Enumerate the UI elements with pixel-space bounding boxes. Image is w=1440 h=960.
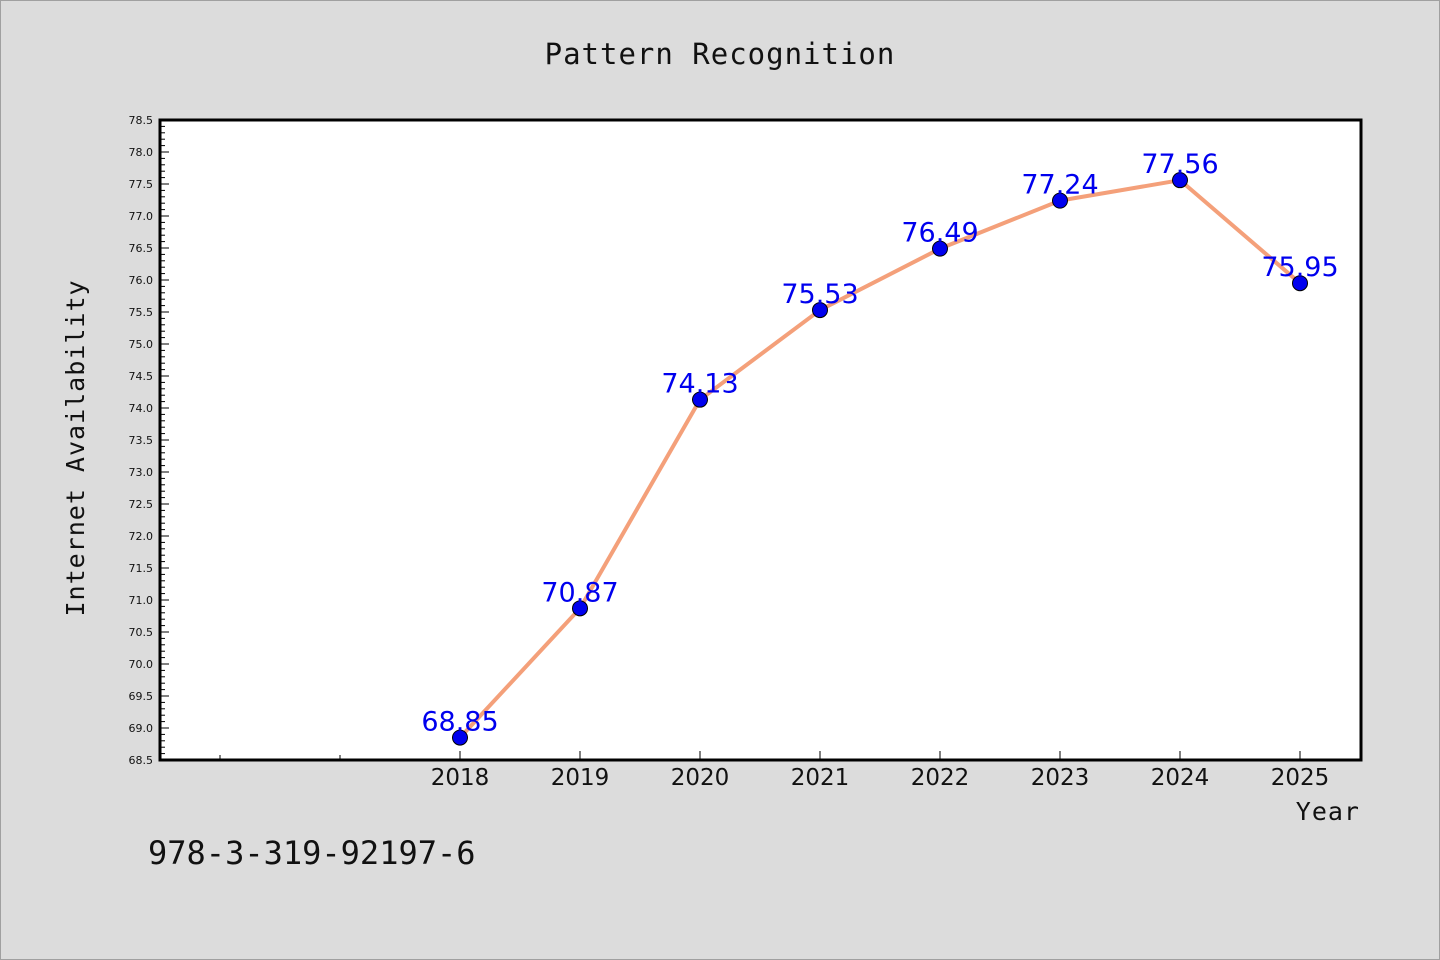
isbn-text: 978-3-319-92197-6 <box>148 834 476 872</box>
x-tick-label: 2024 <box>1151 765 1210 791</box>
chart-title: Pattern Recognition <box>545 37 896 71</box>
data-point <box>572 600 588 617</box>
data-label: 74.13 <box>661 369 738 400</box>
x-tick-label: 2019 <box>551 765 610 791</box>
y-tick-label: 72.0 <box>129 530 154 543</box>
x-tick-label: 2018 <box>431 765 490 791</box>
data-point <box>692 391 708 408</box>
series: 68.85 70.87 74.13 75.53 76.49 77.24 77.56 75.95 <box>421 149 1339 746</box>
data-label: 75.95 <box>1261 252 1338 283</box>
y-tick-label: 70.0 <box>129 658 154 671</box>
series-line <box>458 178 1302 739</box>
y-axis-label: Internet Availability <box>61 279 90 616</box>
y-tick-label: 75.5 <box>129 306 154 319</box>
data-point <box>932 240 948 257</box>
y-tick-label: 73.5 <box>129 434 154 447</box>
y-axis: 68.5 69.0 69.5 70.0 70.5 71.0 71.5 72.0 72.5 73.0… <box>129 114 169 767</box>
data-label: 75.53 <box>781 279 858 310</box>
data-label: 76.49 <box>901 218 978 249</box>
y-tick-label: 71.0 <box>129 594 154 607</box>
x-tick-label: 2025 <box>1271 765 1330 791</box>
y-tick-label: 70.5 <box>129 626 154 639</box>
x-tick-label: 2022 <box>911 765 970 791</box>
x-axis: 2018 2019 2020 2021 2022 2023 2024 2025 <box>219 751 1330 791</box>
x-tick-label: 2021 <box>791 765 850 791</box>
y-tick-label: 78.0 <box>129 146 154 159</box>
y-tick-label: 77.5 <box>129 178 154 191</box>
y-tick-label: 74.0 <box>129 402 154 415</box>
y-tick-label: 73.0 <box>129 466 154 479</box>
y-tick-label: 77.0 <box>129 210 154 223</box>
y-tick-label: 71.5 <box>129 562 154 575</box>
data-label: 70.87 <box>541 577 618 608</box>
data-point <box>452 729 468 746</box>
x-tick-label: 2023 <box>1031 765 1090 791</box>
y-tick-label: 78.5 <box>129 114 154 127</box>
y-tick-label: 76.0 <box>129 274 154 287</box>
data-point <box>1052 192 1068 209</box>
data-label: 77.56 <box>1141 149 1218 180</box>
x-tick-label: 2020 <box>671 765 730 791</box>
y-tick-label: 74.5 <box>129 370 154 383</box>
data-label: 68.85 <box>421 707 498 738</box>
y-tick-label: 69.5 <box>129 690 154 703</box>
data-point <box>812 302 828 319</box>
y-tick-label: 72.5 <box>129 498 154 511</box>
x-axis-label: Year <box>1296 797 1360 826</box>
y-tick-label: 68.5 <box>129 754 154 767</box>
data-label: 77.24 <box>1021 170 1098 201</box>
y-tick-label: 75.0 <box>129 338 154 351</box>
y-tick-label: 76.5 <box>129 242 154 255</box>
data-point <box>1292 275 1308 292</box>
y-tick-label: 69.0 <box>129 722 154 735</box>
data-point <box>1172 172 1188 189</box>
plot-area <box>158 118 1363 762</box>
